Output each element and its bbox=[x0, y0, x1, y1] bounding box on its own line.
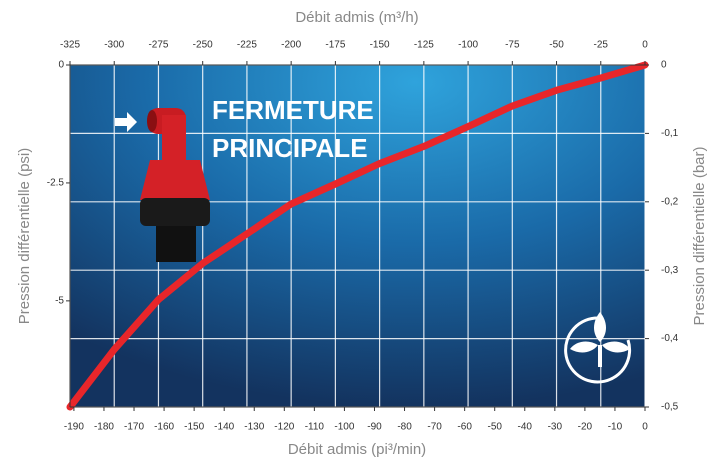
right-axis-label: Pression différentielle (bar) bbox=[691, 147, 708, 326]
x2-tick-label: -40 bbox=[518, 422, 533, 433]
x2-tick-label: -50 bbox=[487, 422, 502, 433]
y-tick-label: -2.5 bbox=[47, 178, 65, 189]
y2-tick-label: -0,1 bbox=[661, 128, 679, 139]
x-tick-label: -100 bbox=[458, 40, 478, 51]
x2-tick-label: -150 bbox=[184, 422, 204, 433]
y2-tick-label: -0,5 bbox=[661, 402, 679, 413]
x-tick-label: -325 bbox=[60, 40, 80, 51]
x-tick-label: 0 bbox=[642, 40, 648, 51]
y-tick-label: -5 bbox=[55, 296, 64, 307]
y2-tick-label: 0 bbox=[661, 60, 667, 71]
x2-tick-label: -130 bbox=[244, 422, 264, 433]
y-tick-label: 0 bbox=[58, 60, 64, 71]
x-tick-label: -75 bbox=[505, 40, 520, 51]
x2-tick-label: -60 bbox=[457, 422, 472, 433]
annotation: FERMETURE bbox=[212, 95, 374, 125]
y2-tick-label: -0,3 bbox=[661, 265, 679, 276]
x2-tick-label: -10 bbox=[608, 422, 623, 433]
x2-tick-label: -180 bbox=[94, 422, 114, 433]
x-tick-label: -275 bbox=[148, 40, 168, 51]
x-tick-label: -150 bbox=[370, 40, 390, 51]
x2-tick-label: -140 bbox=[214, 422, 234, 433]
x2-tick-label: -190 bbox=[64, 422, 84, 433]
logo bbox=[564, 312, 632, 384]
series-line bbox=[66, 61, 649, 411]
y2-tick-label: -0,2 bbox=[661, 196, 679, 207]
x-tick-label: -25 bbox=[594, 40, 609, 51]
x2-tick-label: -90 bbox=[367, 422, 382, 433]
x-tick-label: -175 bbox=[325, 40, 345, 51]
x-tick-label: -225 bbox=[237, 40, 257, 51]
x-tick-label: -50 bbox=[549, 40, 564, 51]
x-tick-label: -250 bbox=[193, 40, 213, 51]
x2-tick-label: -80 bbox=[397, 422, 412, 433]
valve-icon bbox=[115, 108, 210, 262]
x-tick-label: -125 bbox=[414, 40, 434, 51]
x2-tick-label: -30 bbox=[548, 422, 563, 433]
y2-tick-label: -0,4 bbox=[661, 333, 679, 344]
x2-tick-label: -160 bbox=[154, 422, 174, 433]
annotation: PRINCIPALE bbox=[212, 133, 368, 163]
bottom-axis-label: Débit admis (pi³/min) bbox=[288, 441, 426, 458]
x2-tick-label: -20 bbox=[578, 422, 593, 433]
top-axis-label: Débit admis (m³/h) bbox=[295, 9, 418, 26]
x2-tick-label: -120 bbox=[274, 422, 294, 433]
left-axis-label: Pression différentielle (psi) bbox=[16, 148, 33, 324]
x-tick-label: -300 bbox=[104, 40, 124, 51]
x2-tick-label: -100 bbox=[334, 422, 354, 433]
x2-tick-label: 0 bbox=[642, 422, 648, 433]
x2-tick-label: -110 bbox=[305, 422, 325, 433]
x2-tick-label: -70 bbox=[427, 422, 442, 433]
x-tick-label: -200 bbox=[281, 40, 301, 51]
x2-tick-label: -170 bbox=[124, 422, 144, 433]
